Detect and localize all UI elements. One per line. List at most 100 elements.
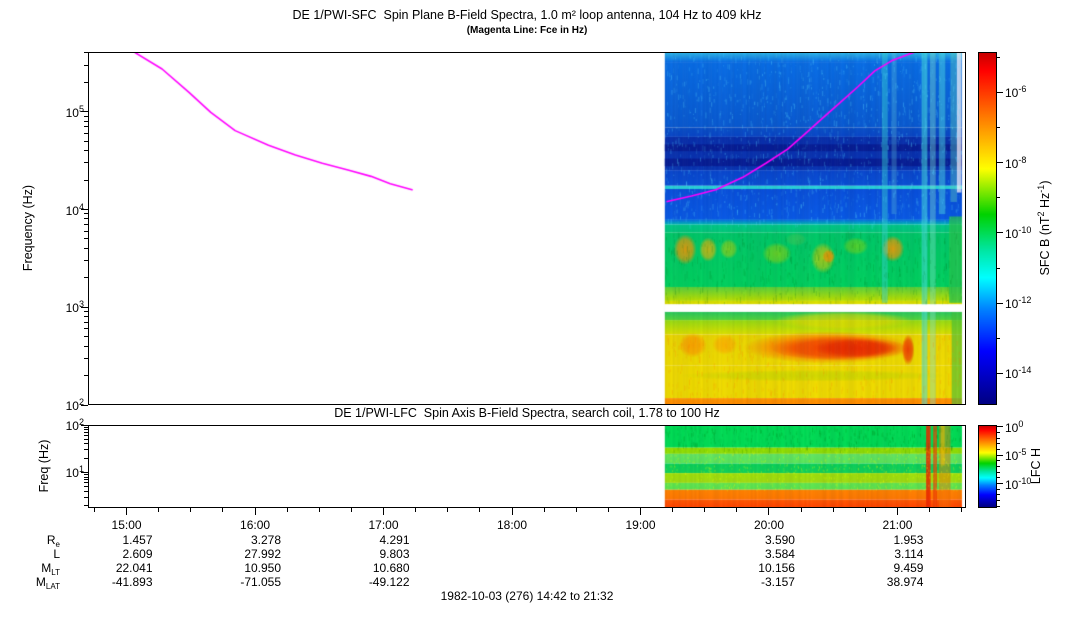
y-minor-tick-mark <box>84 238 88 240</box>
y-minor-tick-mark <box>84 162 88 164</box>
colorbar-minor-tick-mark <box>997 56 1000 58</box>
y-tick-label: 102 <box>65 417 84 433</box>
y-minor-tick-mark <box>84 482 88 484</box>
time-tick-label: 21:00 <box>882 518 913 532</box>
time-minor-tick-mark <box>447 508 449 512</box>
colorbar-major-tick-mark <box>997 232 1003 234</box>
time-minor-tick-mark <box>350 508 352 512</box>
y-minor-tick-mark <box>84 449 88 451</box>
colorbar-minor-tick-mark <box>997 443 1000 445</box>
ephemeris-value: -49.122 <box>368 575 410 589</box>
y-minor-tick-mark <box>84 457 88 459</box>
ephemeris-value: 3.114 <box>894 547 924 561</box>
ephemeris-value: 3.584 <box>764 547 795 561</box>
y-minor-tick-mark <box>84 443 88 445</box>
sfc-colorbar-label: SFC B (nT2 Hz-1) <box>1036 180 1053 276</box>
y-major-tick-mark <box>81 424 88 426</box>
ephemeris-value: 10.950 <box>244 561 282 575</box>
y-minor-tick-mark <box>84 311 88 313</box>
colorbar-minor-tick-mark <box>997 466 1000 467</box>
sfc-title: DE 1/PWI-SFC Spin Plane B-Field Spectra,… <box>292 8 762 22</box>
y-minor-tick-mark <box>84 120 88 122</box>
colorbar-tick-label: 10-10 <box>1005 224 1032 241</box>
colorbar-tick-label: 10-8 <box>1005 154 1027 171</box>
ephemeris-value: 10.156 <box>758 561 795 575</box>
ephemeris-value: 2.609 <box>122 547 153 561</box>
y-minor-tick-mark <box>84 230 88 232</box>
colorbar-minor-tick-mark <box>997 494 1000 496</box>
time-tick-label: 18:00 <box>496 518 528 532</box>
time-minor-tick-mark <box>190 508 192 512</box>
y-minor-tick-mark <box>84 179 88 181</box>
ephemeris-value: 10.680 <box>372 561 410 575</box>
y-major-tick-mark <box>81 471 88 473</box>
y-minor-tick-mark <box>84 431 88 433</box>
colorbar-major-tick-mark <box>997 91 1003 93</box>
y-minor-tick-mark <box>84 336 88 338</box>
y-minor-tick-mark <box>84 277 88 279</box>
time-minor-tick-mark <box>222 508 224 512</box>
ephemeris-value: 22.041 <box>115 561 153 575</box>
ephemeris-row-label: L <box>53 547 60 561</box>
sfc-spectrogram-canvas <box>89 53 965 404</box>
y-minor-tick-mark <box>84 81 88 83</box>
colorbar-minor-tick-mark <box>997 488 1000 490</box>
colorbar-tick-label: 10-12 <box>1005 295 1032 312</box>
time-minor-tick-mark <box>672 508 674 512</box>
y-minor-tick-mark <box>84 479 88 481</box>
y-major-tick-mark <box>81 209 88 211</box>
lfc-title: DE 1/PWI-LFC Spin Axis B-Field Spectra, … <box>334 406 720 420</box>
colorbar-tick-label: 10-10 <box>1005 475 1032 492</box>
ephemeris-value: 38.974 <box>886 575 924 589</box>
colorbar-minor-tick-mark <box>997 500 1000 502</box>
lfc-y-axis-label: Freq (Hz) <box>37 439 51 493</box>
time-major-tick-mark <box>511 508 513 515</box>
ephemeris-value: 27.992 <box>244 547 282 561</box>
ephemeris-value: -3.157 <box>760 575 795 589</box>
y-tick-label: 102 <box>65 397 84 413</box>
time-major-tick-mark <box>640 508 641 515</box>
time-minor-tick-mark <box>736 508 738 512</box>
time-major-tick-mark <box>254 508 256 515</box>
y-tick-label: 105 <box>65 103 84 120</box>
y-minor-tick-mark <box>84 426 88 428</box>
colorbar-minor-tick-mark <box>997 448 1000 450</box>
ephemeris-row-label: Re <box>46 533 60 549</box>
y-minor-tick-mark <box>84 490 88 492</box>
colorbar-tick-label: 10-5 <box>1005 447 1027 464</box>
colorbar-tick-label: 100 <box>1005 418 1024 435</box>
colorbar-major-tick-mark <box>997 426 1003 428</box>
time-minor-tick-mark <box>864 508 866 512</box>
y-minor-tick-mark <box>84 438 88 440</box>
colorbar-minor-tick-mark <box>997 337 1000 339</box>
sfc-colorbar <box>978 52 997 405</box>
colorbar-minor-tick-mark <box>997 431 1000 433</box>
colorbar-minor-tick-mark <box>997 477 1000 479</box>
y-minor-tick-mark <box>84 321 88 323</box>
time-minor-tick-mark <box>479 508 481 512</box>
time-tick-label: 19:00 <box>625 518 656 532</box>
lfc-colorbar <box>978 425 997 508</box>
time-major-tick-mark <box>383 508 385 515</box>
ephemeris-value: 1.953 <box>893 533 924 547</box>
colorbar-major-tick-mark <box>997 372 1003 374</box>
y-minor-tick-mark <box>84 52 88 54</box>
y-tick-label: 101 <box>65 464 84 481</box>
ephemeris-value: 9.459 <box>893 561 924 575</box>
y-minor-tick-mark <box>84 115 88 117</box>
ephemeris-value: 4.291 <box>379 533 410 547</box>
ephemeris-value: -71.055 <box>240 575 282 589</box>
time-minor-tick-mark <box>575 508 577 512</box>
y-minor-tick-mark <box>84 435 88 437</box>
time-major-tick-mark <box>126 508 128 515</box>
time-minor-tick-mark <box>318 508 320 512</box>
time-major-tick-mark <box>896 508 898 515</box>
y-minor-tick-mark <box>84 357 88 359</box>
y-minor-tick-mark <box>84 126 88 128</box>
date-range-caption: 1982-10-03 (276) 14:42 to 21:32 <box>440 589 614 603</box>
y-minor-tick-mark <box>84 140 88 142</box>
time-minor-tick-mark <box>607 508 609 512</box>
ephemeris-row-label: MLT <box>41 561 60 577</box>
time-major-tick-mark <box>768 508 770 515</box>
colorbar-minor-tick-mark <box>997 267 1000 269</box>
